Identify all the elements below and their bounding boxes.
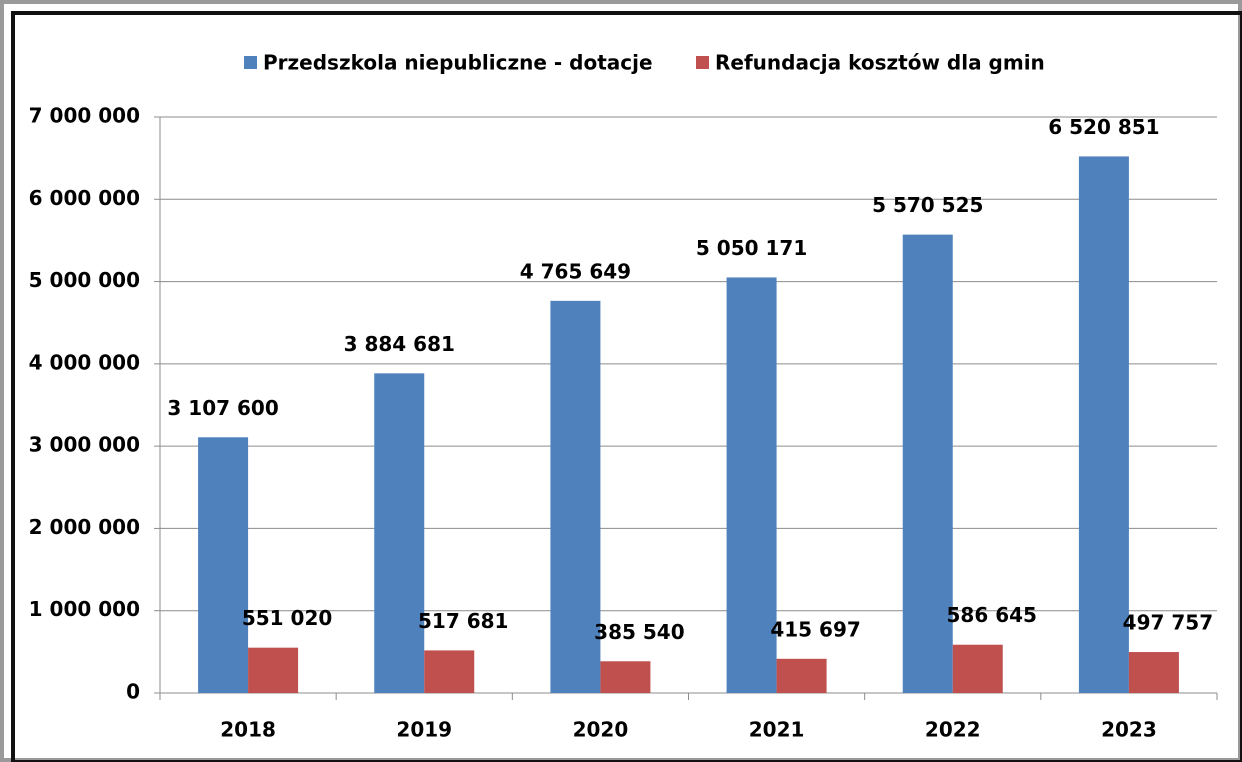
- y-tick-label: 3 000 000: [29, 433, 140, 457]
- bar: [1078, 156, 1129, 693]
- x-tick-label: 2020: [573, 718, 629, 742]
- chart-frame: [11, 11, 1242, 762]
- x-tick-label: 2022: [925, 718, 981, 742]
- x-tick-label: 2019: [396, 718, 452, 742]
- bar: [726, 277, 777, 693]
- value-label: 5 570 525: [872, 193, 983, 217]
- y-tick-label: 7 000 000: [29, 104, 140, 128]
- legend-label: Przedszkola niepubliczne - dotacje: [263, 51, 653, 75]
- bar: [198, 437, 249, 693]
- bar: [248, 647, 299, 693]
- value-label: 5 050 171: [696, 236, 807, 260]
- y-tick-label: 4 000 000: [29, 350, 140, 374]
- y-tick-label: 5 000 000: [29, 268, 140, 292]
- value-label: 517 681: [418, 609, 508, 633]
- value-label: 6 520 851: [1048, 115, 1159, 139]
- y-tick-label: 1 000 000: [29, 597, 140, 621]
- legend-label: Refundacja kosztów dla gmin: [715, 51, 1045, 75]
- value-label: 497 757: [1123, 611, 1213, 635]
- bar: [776, 658, 827, 693]
- value-label: 4 765 649: [520, 259, 631, 283]
- bar: [952, 644, 1003, 693]
- x-tick-label: 2023: [1101, 718, 1157, 742]
- value-label: 415 697: [770, 617, 860, 641]
- y-tick-label: 0: [126, 680, 140, 704]
- bar: [902, 234, 953, 693]
- y-tick-label: 2 000 000: [29, 515, 140, 539]
- value-label: 3 884 681: [344, 332, 455, 356]
- value-label: 385 540: [594, 620, 684, 644]
- y-tick-label: 6 000 000: [29, 186, 140, 210]
- value-label: 551 020: [242, 606, 332, 630]
- x-tick-label: 2021: [749, 718, 805, 742]
- x-tick-label: 2018: [220, 718, 276, 742]
- legend-swatch: [696, 56, 709, 69]
- bar: [550, 300, 601, 693]
- bar: [1128, 652, 1179, 693]
- value-label: 586 645: [947, 603, 1037, 627]
- bar: [600, 661, 651, 693]
- legend-swatch: [244, 56, 257, 69]
- bar: [424, 650, 475, 693]
- value-label: 3 107 600: [167, 396, 278, 420]
- bar: [374, 373, 425, 693]
